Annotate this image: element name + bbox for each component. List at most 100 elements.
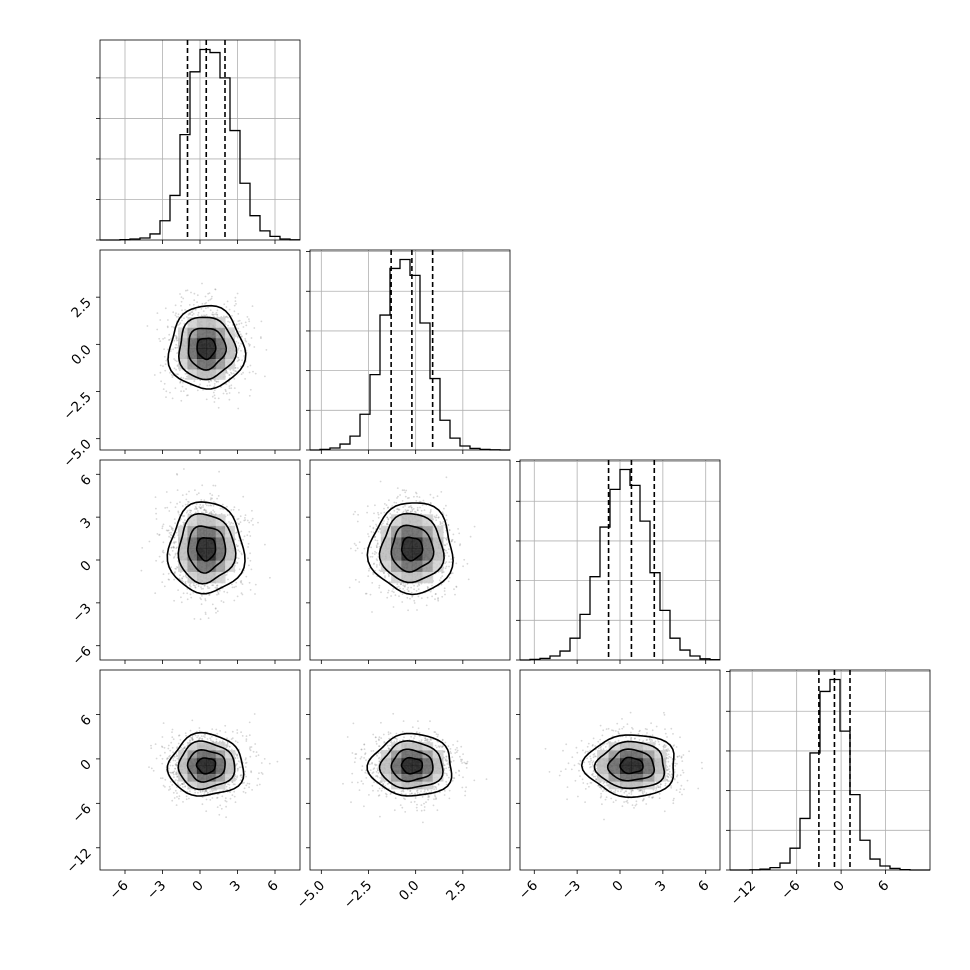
sample-point [385, 504, 388, 506]
sample-point [184, 519, 186, 521]
sample-point [163, 585, 166, 588]
sample-point [245, 757, 247, 759]
density-cell [206, 337, 217, 349]
sample-point [238, 509, 240, 511]
sample-point [174, 346, 177, 349]
sample-point [386, 523, 389, 525]
sample-point [173, 541, 176, 543]
sample-point [179, 574, 181, 577]
sample-point [370, 531, 373, 533]
sample-point [171, 736, 174, 739]
sample-point [156, 533, 159, 535]
sample-point [411, 594, 414, 597]
sample-point [238, 550, 241, 553]
sample-point [189, 585, 192, 588]
sample-point [222, 601, 225, 604]
sample-point [376, 542, 379, 545]
sample-point [168, 553, 171, 555]
sample-point [237, 342, 240, 344]
sample-point [216, 313, 219, 316]
sample-point [404, 505, 406, 507]
sample-point [189, 584, 191, 586]
sample-point [236, 545, 239, 548]
sample-point [184, 377, 187, 380]
density-cell [380, 560, 392, 572]
sample-point [182, 523, 185, 526]
sample-point [175, 531, 178, 534]
sample-point [188, 584, 191, 587]
sample-point [227, 320, 230, 323]
sample-point [173, 546, 175, 549]
sample-point [230, 372, 233, 375]
sample-point [196, 730, 198, 733]
scatter-panel-0-2 [96, 459, 301, 664]
sample-point [172, 545, 175, 548]
sample-point [467, 578, 470, 581]
sample-point [168, 510, 171, 512]
sample-point [365, 592, 368, 595]
sample-point [237, 357, 240, 359]
sample-point [201, 803, 204, 806]
sample-point [163, 355, 166, 358]
sample-point [194, 586, 197, 589]
sample-point [161, 561, 164, 564]
sample-point [397, 507, 399, 510]
sample-point [171, 397, 174, 400]
sample-point [454, 593, 456, 596]
sample-point [180, 579, 183, 582]
scatter-panel-0-3 [96, 669, 301, 874]
sample-point [354, 578, 357, 581]
sample-point [216, 584, 218, 587]
sample-point [205, 313, 208, 316]
sample-point [173, 571, 176, 574]
sample-point [245, 735, 248, 737]
sample-point [443, 590, 446, 592]
density-cell [196, 548, 207, 561]
sample-point [387, 572, 390, 575]
sample-point [209, 504, 212, 507]
sample-point [186, 378, 188, 380]
sample-point [205, 509, 207, 512]
sample-point [239, 580, 242, 583]
sample-point [260, 320, 263, 323]
sample-point [371, 611, 373, 613]
sample-point [176, 754, 179, 757]
sample-point [222, 392, 225, 395]
density-cell [196, 514, 207, 527]
sample-point [169, 501, 172, 504]
sample-point [375, 558, 378, 560]
sample-point [178, 514, 181, 516]
sample-point [426, 587, 429, 590]
hist-panel-0 [96, 39, 301, 241]
sample-point [183, 515, 186, 517]
sample-point [237, 760, 240, 763]
sample-point [185, 576, 188, 579]
sample-point [174, 522, 177, 524]
sample-point [197, 492, 200, 495]
sample-point [404, 495, 407, 498]
sample-point [197, 585, 200, 588]
sample-point [208, 594, 211, 596]
sample-point [383, 503, 386, 505]
sample-point [195, 583, 198, 586]
sample-point [169, 554, 172, 556]
sample-point [417, 595, 420, 598]
sample-point [172, 527, 174, 530]
sample-point [409, 505, 411, 508]
sample-point [246, 316, 249, 318]
sample-point [404, 584, 407, 586]
sample-point [209, 498, 212, 501]
sample-point [225, 371, 228, 374]
sample-point [190, 509, 193, 512]
sample-point [240, 530, 243, 533]
sample-point [225, 369, 228, 371]
sample-point [200, 506, 203, 509]
sample-point [415, 491, 417, 494]
sample-point [407, 509, 410, 512]
sample-point [179, 784, 182, 787]
density-cell [206, 317, 217, 328]
sample-point [377, 530, 380, 533]
sample-point [192, 313, 195, 315]
sample-point [194, 489, 196, 491]
sample-point [182, 297, 185, 300]
